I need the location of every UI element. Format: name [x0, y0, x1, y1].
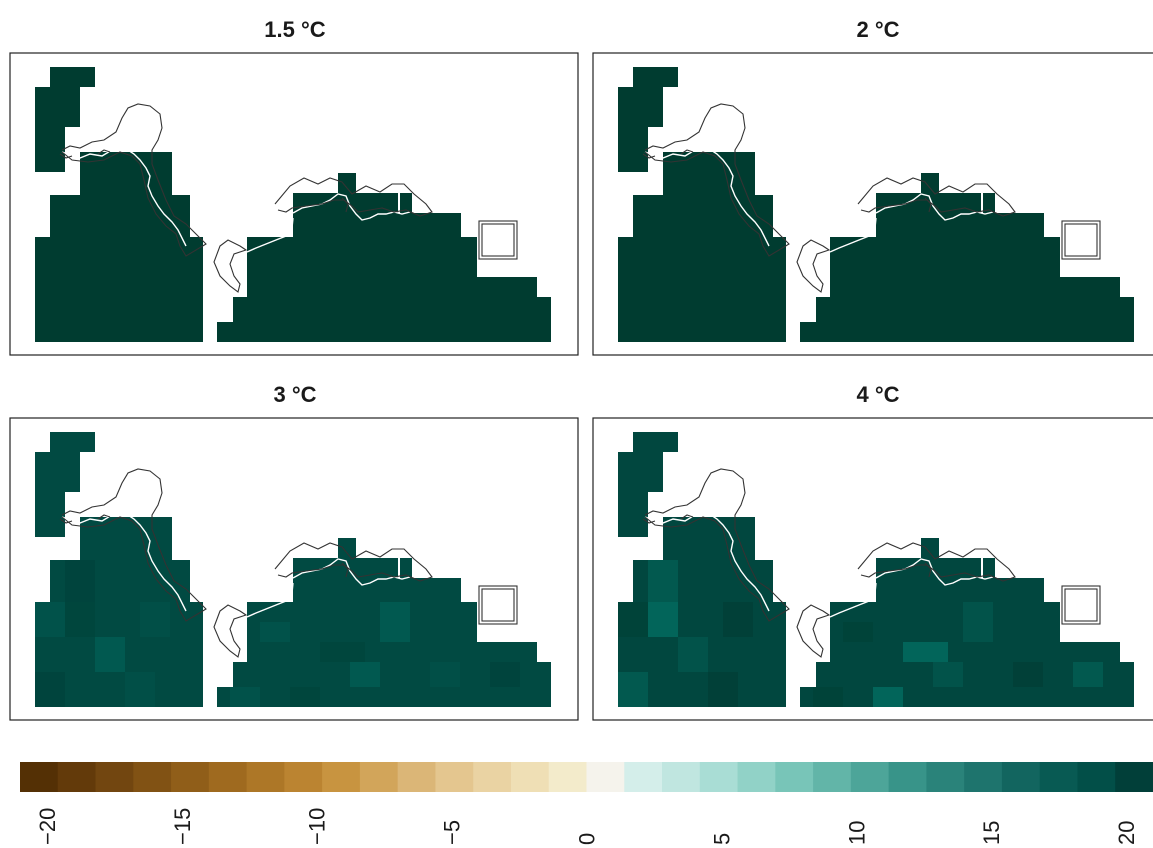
grid-cell	[648, 602, 678, 637]
colorbar-swatch	[926, 762, 965, 792]
precip-grid-cells	[35, 560, 520, 707]
grid-cell	[903, 642, 948, 662]
colorbar-swatch	[1001, 762, 1041, 792]
grid-cell	[230, 687, 260, 707]
panel-title-2c: 2 °C	[856, 17, 900, 42]
precip-grid-cells	[618, 560, 1103, 707]
colorbar-tick-label: −10	[305, 808, 330, 845]
colorbar-swatch	[888, 762, 927, 792]
colorbar-swatch	[1077, 762, 1116, 792]
colorbar-swatch	[813, 762, 852, 792]
colorbar-swatch	[171, 762, 210, 792]
colorbar-tick-label: 15	[979, 821, 1004, 845]
colorbar-swatch	[284, 762, 323, 792]
grid-cell	[618, 602, 648, 637]
map-panel-2c	[592, 52, 1153, 356]
grid-cell	[678, 637, 708, 672]
colorbar-swatch	[322, 762, 361, 792]
colorbar-swatch	[397, 762, 437, 792]
grid-cell	[723, 602, 753, 637]
grid-cell	[618, 672, 648, 707]
panel-title-4c: 4 °C	[856, 382, 900, 407]
colorbar-swatch	[775, 762, 814, 792]
grid-cell	[320, 642, 365, 662]
colorbar-tick-labels: −20 −15 −10 −5 0 5 10 15 20	[35, 808, 1139, 845]
colorbar-swatch	[1039, 762, 1079, 792]
colorbar-swatch	[359, 762, 399, 792]
colorbar-swatch	[964, 762, 1003, 792]
map-panel-1-5c	[9, 52, 579, 356]
colorbar-tick-label: 5	[709, 833, 734, 845]
grid-cell	[65, 560, 95, 602]
grid-cell	[933, 662, 963, 687]
grid-cell	[260, 622, 290, 642]
colorbar-swatch	[95, 762, 134, 792]
colorbar-swatch	[473, 762, 512, 792]
colorbar-tick-label: −5	[440, 820, 465, 845]
grid-cell	[95, 637, 125, 672]
colorbar-swatch	[57, 762, 97, 792]
colorbar-swatch	[737, 762, 776, 792]
colorbar-swatch	[850, 762, 890, 792]
map-panel-3c	[9, 417, 579, 721]
grid-cell	[813, 687, 843, 707]
grid-cell	[963, 602, 993, 642]
colorbar-swatch	[624, 762, 663, 792]
colorbar	[20, 762, 1153, 792]
grid-cell	[35, 602, 65, 637]
colorbar-tick-label: 20	[1114, 821, 1139, 845]
colorbar-swatch	[246, 762, 285, 792]
grid-cell	[290, 687, 320, 707]
grid-cell	[1013, 662, 1043, 687]
grid-cell	[380, 602, 410, 642]
colorbar-tick-label: 0	[575, 833, 600, 845]
grid-cell	[430, 662, 460, 687]
panel-title-3c: 3 °C	[273, 382, 317, 407]
map-panel-4c	[592, 417, 1153, 721]
colorbar-swatch	[510, 762, 550, 792]
grid-cell	[65, 602, 95, 637]
grid-cell	[1073, 662, 1103, 687]
colorbar-swatch	[1115, 762, 1153, 792]
colorbar-swatch	[662, 762, 701, 792]
colorbar-swatch	[699, 762, 739, 792]
colorbar-swatch	[548, 762, 588, 792]
colorbar-tick-label: −20	[35, 808, 60, 845]
colorbar-swatch	[435, 762, 474, 792]
grid-cell	[490, 662, 520, 687]
grid-cell	[873, 687, 903, 707]
grid-cell	[35, 672, 65, 707]
colorbar-swatch	[133, 762, 172, 792]
colorbar-tick-label: 10	[844, 821, 869, 845]
grid-cell	[350, 662, 380, 687]
grid-cell	[648, 560, 678, 602]
colorbar-swatch	[586, 762, 625, 792]
colorbar-swatch	[20, 762, 59, 792]
grid-cell	[843, 622, 873, 642]
panel-title-1-5c: 1.5 °C	[264, 17, 326, 42]
grid-cell	[708, 672, 738, 707]
colorbar-tick-label: −15	[170, 808, 195, 845]
grid-cell	[140, 602, 170, 637]
colorbar-swatch	[208, 762, 248, 792]
grid-cell	[125, 672, 155, 707]
